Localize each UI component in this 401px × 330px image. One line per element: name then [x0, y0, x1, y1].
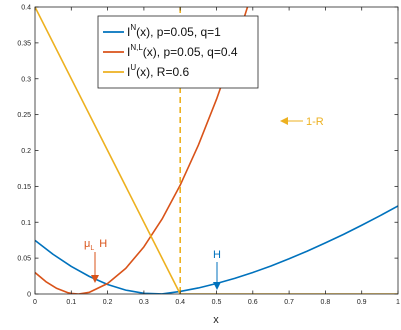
y-tick-label: 0.4 — [21, 5, 31, 12]
x-tick-label: 0.9 — [357, 299, 367, 306]
legend-label: IN(x), p=0.05, q=1 — [127, 23, 221, 39]
y-tick-label: 0.25 — [17, 112, 31, 119]
y-tick-label: 0.35 — [17, 40, 31, 47]
x-tick-label: 0.2 — [103, 299, 113, 306]
annotation-mu-h: μL H — [84, 238, 107, 283]
legend-label: IU(x), R=0.6 — [127, 63, 189, 79]
plot-frame — [34, 6, 399, 295]
x-tick-label: 0.8 — [321, 299, 331, 306]
y-tick-label: 0.3 — [21, 76, 31, 83]
annotation-h-arrowhead — [213, 282, 221, 290]
legend-box — [97, 15, 259, 89]
legend-entry: IN,L(x), p=0.05, q=0.4 — [103, 43, 238, 59]
x-tick-label: 0 — [33, 299, 37, 306]
x-tick-label: 0.7 — [284, 299, 294, 306]
legend-entry: IU(x), R=0.6 — [103, 63, 189, 79]
legend-label: IN,L(x), p=0.05, q=0.4 — [127, 43, 238, 59]
legend: IN(x), p=0.05, q=1 IN,L(x), p=0.05, q=0.… — [97, 15, 259, 89]
annotation-1-r-arrowhead — [280, 117, 288, 125]
ticks-layer: 0 0.1 0.2 0.3 0.4 0.5 0.6 0.7 0.8 0.9 1 0 0.05 0.1 0.1… — [17, 5, 400, 307]
x-tick-label: 0.6 — [248, 299, 258, 306]
annotation-1-r: 1-R — [280, 116, 324, 128]
x-tick-label: 1 — [396, 299, 400, 306]
annotation-h-label: H — [213, 249, 221, 261]
legend-entry: IN(x), p=0.05, q=1 — [103, 23, 221, 39]
y-tick-label: 0.2 — [21, 148, 31, 155]
x-tick-label: 0.3 — [139, 299, 149, 306]
annotation-mu-h-label: μL H — [84, 238, 107, 252]
y-tick-label: 0.1 — [21, 220, 31, 227]
y-tick-label: 0 — [27, 292, 31, 299]
x-tick-label: 0.5 — [212, 299, 222, 306]
x-tick-label: 0.1 — [66, 299, 76, 306]
annotation-h: H — [213, 249, 221, 290]
x-axis-label: x — [213, 314, 219, 326]
series-line-1 — [35, 7, 249, 294]
x-tick-label: 0.4 — [175, 299, 185, 306]
annotation-mu-h-arrowhead — [91, 275, 99, 283]
y-tick-label: 0.15 — [17, 184, 31, 191]
annotation-1-r-label: 1-R — [306, 116, 324, 128]
y-tick-label: 0.05 — [17, 256, 31, 263]
